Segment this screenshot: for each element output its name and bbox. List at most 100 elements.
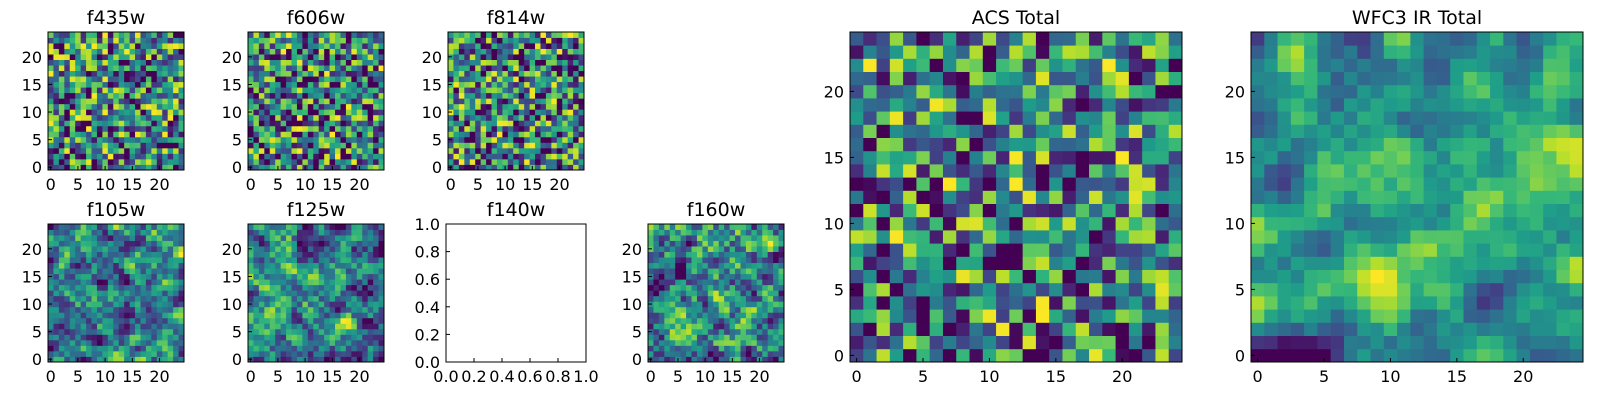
heatmap-cell bbox=[513, 114, 520, 121]
heatmap-cell bbox=[996, 216, 1010, 231]
heatmap-cell bbox=[173, 356, 179, 363]
heatmap-cell bbox=[982, 256, 997, 270]
heatmap-cell bbox=[1383, 164, 1398, 178]
heatmap-cell bbox=[691, 229, 698, 236]
heatmap-cell bbox=[1277, 177, 1292, 191]
heatmap-cell bbox=[258, 37, 265, 44]
heatmap-cell bbox=[578, 81, 585, 88]
heatmap-cell bbox=[1277, 335, 1292, 350]
heatmap-cell bbox=[1128, 124, 1143, 138]
heatmap-cell bbox=[162, 235, 169, 241]
heatmap-cell bbox=[567, 65, 574, 72]
heatmap-cell bbox=[356, 65, 363, 72]
panel-title: f606w bbox=[287, 7, 346, 29]
heatmap-cell bbox=[1009, 282, 1024, 297]
heatmap-cell bbox=[253, 65, 260, 72]
heatmap-cell bbox=[475, 120, 482, 127]
heatmap-cell bbox=[658, 334, 665, 341]
heatmap-cell bbox=[916, 243, 931, 257]
heatmap-cell bbox=[1397, 256, 1411, 270]
heatmap-cell bbox=[269, 103, 276, 110]
heatmap-cell bbox=[286, 251, 292, 258]
heatmap-cell bbox=[286, 262, 292, 269]
heatmap-cell bbox=[286, 164, 292, 171]
heatmap-cell bbox=[340, 224, 347, 230]
heatmap-cell bbox=[313, 350, 320, 357]
heatmap-cell bbox=[469, 158, 476, 165]
heatmap-cell bbox=[751, 284, 758, 291]
heatmap-cell bbox=[258, 81, 265, 88]
heatmap-cell bbox=[916, 203, 931, 218]
heatmap-cell bbox=[378, 59, 385, 66]
heatmap-cell bbox=[335, 312, 341, 319]
heatmap-cell bbox=[135, 37, 141, 44]
heatmap-cell bbox=[1410, 177, 1425, 191]
heatmap-cell bbox=[162, 246, 169, 252]
heatmap-cell bbox=[707, 251, 714, 258]
heatmap-cell bbox=[556, 70, 563, 77]
heatmap-cell bbox=[545, 114, 552, 121]
heatmap-cell bbox=[1251, 243, 1265, 257]
heatmap-cell bbox=[329, 54, 336, 60]
heatmap-cell bbox=[475, 48, 482, 55]
heatmap-cell bbox=[329, 59, 336, 66]
heatmap-cell bbox=[329, 345, 336, 352]
heatmap-cell bbox=[167, 142, 174, 149]
heatmap-cell bbox=[167, 273, 174, 280]
heatmap-cell bbox=[345, 131, 352, 138]
heatmap-cell bbox=[275, 76, 282, 83]
heatmap-cell bbox=[102, 37, 109, 44]
heatmap-cell bbox=[1035, 124, 1050, 138]
heatmap-cell bbox=[140, 284, 147, 291]
heatmap-cell bbox=[996, 243, 1010, 257]
heatmap-cell bbox=[573, 114, 579, 121]
heatmap-cell bbox=[1343, 348, 1358, 363]
heatmap-cell bbox=[1397, 335, 1411, 350]
y-tick-label: 10 bbox=[222, 295, 242, 314]
heatmap-cell bbox=[696, 339, 703, 346]
heatmap-cell bbox=[102, 273, 109, 280]
heatmap-cell bbox=[329, 312, 336, 319]
heatmap-cell bbox=[178, 290, 185, 297]
heatmap-cell bbox=[942, 164, 957, 178]
heatmap-cell bbox=[876, 164, 891, 178]
heatmap-cell bbox=[373, 37, 379, 44]
heatmap-cell bbox=[653, 229, 660, 236]
heatmap-cell bbox=[486, 136, 492, 143]
heatmap-cell bbox=[129, 43, 136, 49]
heatmap-cell bbox=[1155, 230, 1170, 244]
heatmap-cell bbox=[1264, 230, 1278, 244]
heatmap-cell bbox=[129, 301, 136, 308]
heatmap-cell bbox=[1463, 203, 1478, 218]
heatmap-cell bbox=[286, 37, 292, 44]
heatmap-cell bbox=[129, 323, 136, 330]
heatmap-cell bbox=[258, 109, 265, 116]
heatmap-cell bbox=[58, 125, 65, 132]
heatmap-cell bbox=[545, 70, 552, 77]
heatmap-cell bbox=[356, 114, 363, 121]
heatmap-cell bbox=[653, 235, 660, 241]
heatmap-cell bbox=[135, 81, 141, 88]
heatmap-cell bbox=[145, 306, 152, 313]
heatmap-cell bbox=[458, 37, 465, 44]
heatmap-cell bbox=[253, 125, 260, 132]
heatmap-cell bbox=[118, 350, 125, 357]
heatmap-cell bbox=[351, 301, 358, 308]
heatmap-cell bbox=[173, 158, 179, 165]
heatmap-cell bbox=[167, 70, 174, 77]
heatmap-cell bbox=[696, 279, 703, 286]
heatmap-cell bbox=[540, 98, 547, 105]
heatmap-cell bbox=[513, 76, 520, 83]
heatmap-cell bbox=[707, 268, 714, 275]
heatmap-cell bbox=[53, 54, 60, 60]
heatmap-cell bbox=[1009, 256, 1024, 270]
heatmap-cell bbox=[1168, 190, 1183, 204]
heatmap-cell bbox=[778, 334, 785, 341]
heatmap-cell bbox=[124, 131, 130, 138]
heatmap-cell bbox=[458, 114, 465, 121]
heatmap-cell bbox=[102, 54, 109, 60]
heatmap-cell bbox=[1089, 335, 1103, 350]
heatmap-cell bbox=[248, 257, 254, 264]
heatmap-cell bbox=[167, 103, 174, 110]
heatmap-cell bbox=[916, 269, 931, 284]
